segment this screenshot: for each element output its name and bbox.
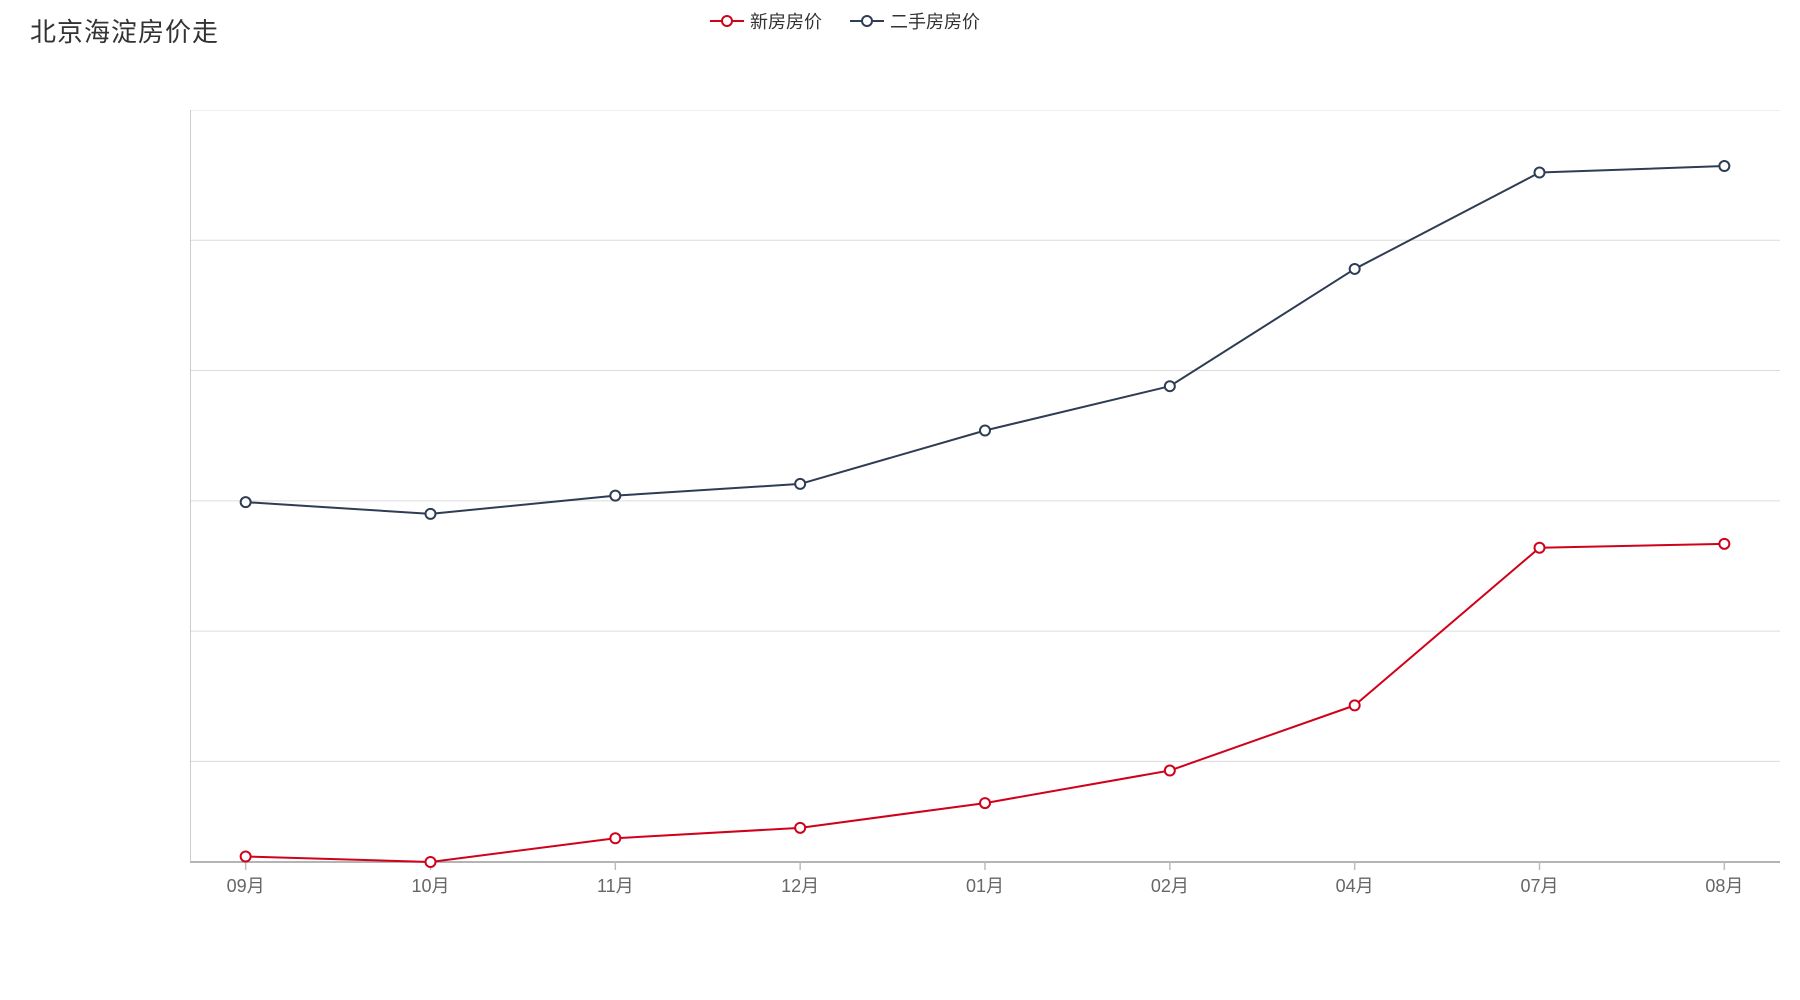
legend-marker-icon [710, 13, 744, 29]
chart-title: 北京海淀房价走 [30, 12, 219, 49]
series-line-used [246, 166, 1725, 514]
data-point-marker[interactable] [1165, 766, 1175, 776]
chart-svg: 76,13980,00085,00090,00095,000100,000105… [190, 110, 1780, 910]
x-axis-label: 09月 [227, 876, 265, 896]
x-axis-label: 04月 [1336, 876, 1374, 896]
legend-item[interactable]: 二手房房价 [850, 8, 980, 34]
data-point-marker[interactable] [795, 823, 805, 833]
data-point-marker[interactable] [425, 509, 435, 519]
line-chart: 76,13980,00085,00090,00095,000100,000105… [190, 110, 1780, 910]
data-point-marker[interactable] [1719, 161, 1729, 171]
data-point-marker[interactable] [610, 833, 620, 843]
data-point-marker[interactable] [610, 491, 620, 501]
data-point-marker[interactable] [425, 857, 435, 867]
legend: 新房房价 二手房房价 [710, 8, 980, 34]
x-axis-label: 01月 [966, 876, 1004, 896]
data-point-marker[interactable] [1535, 543, 1545, 553]
legend-item[interactable]: 新房房价 [710, 8, 822, 34]
x-axis-label: 02月 [1151, 876, 1189, 896]
data-point-marker[interactable] [241, 852, 251, 862]
data-point-marker[interactable] [241, 497, 251, 507]
legend-label: 二手房房价 [890, 8, 980, 34]
data-point-marker[interactable] [1535, 168, 1545, 178]
x-axis-label: 11月 [597, 876, 634, 896]
x-axis-label: 07月 [1520, 876, 1558, 896]
legend-marker-icon [850, 13, 884, 29]
legend-label: 新房房价 [750, 8, 822, 34]
x-axis-label: 10月 [411, 876, 449, 896]
data-point-marker[interactable] [1719, 539, 1729, 549]
data-point-marker[interactable] [795, 479, 805, 489]
data-point-marker[interactable] [1350, 700, 1360, 710]
series-line-new [246, 544, 1725, 862]
page-root: 北京海淀房价走 新房房价 二手房房价 76,13980,00085,00090,… [0, 0, 1800, 1000]
data-point-marker[interactable] [1350, 264, 1360, 274]
x-axis-label: 12月 [781, 876, 819, 896]
x-axis-label: 08月 [1705, 876, 1743, 896]
data-point-marker[interactable] [980, 798, 990, 808]
data-point-marker[interactable] [1165, 381, 1175, 391]
data-point-marker[interactable] [980, 425, 990, 435]
